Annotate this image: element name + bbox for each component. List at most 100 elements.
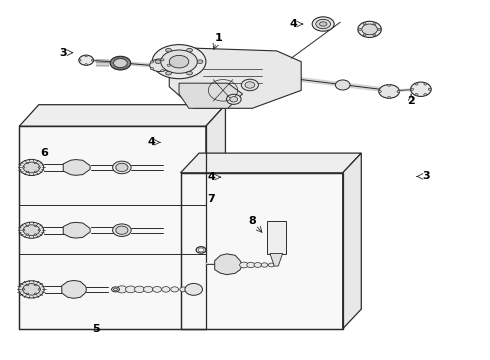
- Text: 5: 5: [92, 324, 100, 334]
- Ellipse shape: [245, 82, 255, 88]
- Ellipse shape: [197, 60, 203, 63]
- Text: 4: 4: [147, 138, 155, 147]
- Ellipse shape: [388, 84, 391, 86]
- Ellipse shape: [169, 55, 189, 68]
- Polygon shape: [19, 126, 206, 329]
- Ellipse shape: [254, 262, 261, 267]
- Polygon shape: [206, 105, 225, 329]
- Ellipse shape: [397, 90, 400, 93]
- Ellipse shape: [269, 263, 274, 267]
- Ellipse shape: [150, 59, 169, 72]
- Ellipse shape: [187, 48, 193, 52]
- Polygon shape: [343, 153, 361, 329]
- Text: 2: 2: [407, 96, 415, 106]
- Ellipse shape: [116, 226, 128, 234]
- Ellipse shape: [34, 293, 37, 294]
- Ellipse shape: [26, 293, 29, 294]
- Ellipse shape: [38, 167, 41, 168]
- Ellipse shape: [166, 48, 171, 52]
- Polygon shape: [19, 105, 225, 126]
- Ellipse shape: [26, 234, 29, 235]
- Text: 6: 6: [41, 148, 49, 158]
- Ellipse shape: [26, 171, 29, 172]
- Polygon shape: [180, 173, 343, 329]
- Ellipse shape: [335, 80, 350, 90]
- Ellipse shape: [34, 225, 37, 226]
- Ellipse shape: [19, 281, 44, 298]
- Ellipse shape: [26, 284, 29, 286]
- Ellipse shape: [19, 222, 44, 238]
- Ellipse shape: [316, 19, 331, 29]
- Ellipse shape: [363, 23, 366, 25]
- Ellipse shape: [38, 229, 41, 231]
- Ellipse shape: [113, 224, 131, 237]
- Ellipse shape: [358, 21, 381, 37]
- Ellipse shape: [161, 59, 164, 61]
- Ellipse shape: [312, 17, 334, 31]
- Text: 7: 7: [207, 194, 215, 204]
- Ellipse shape: [428, 88, 431, 90]
- Ellipse shape: [112, 287, 120, 292]
- Bar: [267, 221, 286, 253]
- Ellipse shape: [180, 287, 187, 292]
- Ellipse shape: [247, 262, 255, 267]
- Ellipse shape: [162, 287, 170, 292]
- Ellipse shape: [230, 96, 238, 102]
- Ellipse shape: [362, 24, 377, 35]
- Ellipse shape: [23, 167, 25, 168]
- Ellipse shape: [319, 22, 327, 26]
- Polygon shape: [62, 280, 86, 298]
- Text: 3: 3: [422, 171, 430, 181]
- Ellipse shape: [424, 94, 427, 96]
- Polygon shape: [270, 253, 283, 266]
- Ellipse shape: [78, 59, 81, 61]
- Polygon shape: [63, 222, 90, 238]
- Polygon shape: [215, 254, 242, 275]
- Polygon shape: [179, 83, 243, 108]
- Ellipse shape: [424, 83, 427, 85]
- Ellipse shape: [379, 85, 399, 98]
- Ellipse shape: [23, 229, 25, 231]
- Text: 4: 4: [208, 172, 216, 182]
- Ellipse shape: [358, 28, 361, 31]
- Ellipse shape: [117, 286, 127, 293]
- Ellipse shape: [261, 263, 268, 267]
- Text: 8: 8: [248, 216, 256, 226]
- Polygon shape: [180, 153, 361, 173]
- Ellipse shape: [378, 90, 381, 93]
- Ellipse shape: [116, 163, 128, 172]
- Ellipse shape: [125, 286, 136, 293]
- Ellipse shape: [152, 45, 206, 79]
- Ellipse shape: [242, 79, 258, 91]
- Ellipse shape: [415, 83, 418, 85]
- Ellipse shape: [91, 59, 94, 61]
- Ellipse shape: [411, 82, 431, 96]
- Ellipse shape: [79, 55, 94, 65]
- Ellipse shape: [388, 96, 391, 99]
- Text: 1: 1: [214, 33, 222, 43]
- Ellipse shape: [226, 94, 241, 104]
- Ellipse shape: [34, 234, 37, 235]
- Ellipse shape: [23, 225, 40, 235]
- Ellipse shape: [373, 23, 376, 25]
- Ellipse shape: [161, 50, 197, 73]
- Polygon shape: [169, 47, 301, 108]
- Ellipse shape: [166, 71, 171, 75]
- Ellipse shape: [34, 162, 37, 164]
- Ellipse shape: [26, 162, 29, 164]
- Ellipse shape: [153, 287, 161, 292]
- Ellipse shape: [34, 284, 37, 286]
- Ellipse shape: [38, 289, 41, 290]
- Ellipse shape: [363, 34, 366, 36]
- Ellipse shape: [187, 71, 193, 75]
- Text: 3: 3: [59, 48, 67, 58]
- Ellipse shape: [150, 61, 154, 63]
- Ellipse shape: [373, 34, 376, 36]
- Ellipse shape: [114, 59, 127, 68]
- Ellipse shape: [113, 161, 131, 174]
- Ellipse shape: [150, 68, 154, 70]
- Ellipse shape: [19, 159, 44, 176]
- Ellipse shape: [155, 60, 161, 63]
- Ellipse shape: [185, 283, 202, 295]
- Text: 4: 4: [290, 19, 298, 29]
